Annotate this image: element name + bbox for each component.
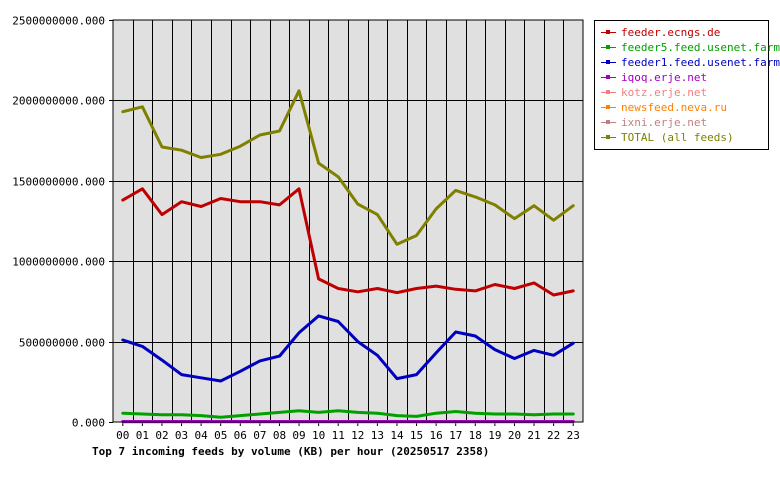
x-tick-label: 23 <box>567 429 580 442</box>
y-tick-label: 2000000000.000 <box>12 95 105 108</box>
legend-label: kotz.erje.net <box>621 86 708 99</box>
legend-marker <box>606 60 610 64</box>
x-tick-label: 17 <box>449 429 462 442</box>
y-axis-ticks: 0.000 500000000.000 1000000000.000 15000000… <box>12 15 113 430</box>
y-tick-label: 2500000000.000 <box>12 15 105 28</box>
y-tick-label: 0.000 <box>72 417 105 430</box>
legend-marker <box>606 90 610 94</box>
x-tick-label: 09 <box>292 429 305 442</box>
x-tick-label: 20 <box>508 429 521 442</box>
x-tick-label: 18 <box>469 429 482 442</box>
x-tick-label: 13 <box>371 429 384 442</box>
x-tick-label: 00 <box>116 429 129 442</box>
x-tick-label: 04 <box>195 429 209 442</box>
x-tick-label: 21 <box>527 429 540 442</box>
x-tick-label: 03 <box>175 429 188 442</box>
chart-title: Top 7 incoming feeds by volume (KB) per … <box>92 445 490 458</box>
x-tick-label: 01 <box>136 429 149 442</box>
y-tick-label: 1000000000.000 <box>12 256 105 269</box>
x-tick-label: 19 <box>488 429 501 442</box>
x-tick-label: 05 <box>214 429 227 442</box>
x-tick-label: 12 <box>351 429 364 442</box>
legend-label: TOTAL (all feeds) <box>621 131 734 144</box>
legend-label: feeder1.feed.usenet.farm <box>621 56 780 69</box>
x-tick-label: 10 <box>312 429 325 442</box>
legend-marker <box>606 105 610 109</box>
legend-label: feeder5.feed.usenet.farm <box>621 41 780 54</box>
x-tick-label: 08 <box>273 429 286 442</box>
legend-marker <box>606 135 610 139</box>
x-tick-label: 06 <box>234 429 247 442</box>
x-tick-label: 16 <box>430 429 443 442</box>
legend-marker <box>606 45 610 49</box>
legend-label: ixni.erje.net <box>621 116 708 129</box>
legend-label: feeder.ecngs.de <box>621 26 721 39</box>
x-tick-label: 22 <box>547 429 560 442</box>
x-axis-ticks: 00 01 02 03 04 05 06 07 08 09 10 11 12 13 14 15 16 17 18 19… <box>116 422 580 442</box>
series-line <box>121 314 575 383</box>
series-line <box>121 187 575 297</box>
legend-marker <box>606 120 610 124</box>
legend-label: iqoq.erje.net <box>621 71 708 84</box>
legend-marker <box>606 30 610 34</box>
series-line <box>121 89 575 246</box>
legend-marker <box>606 75 610 79</box>
y-tick-label: 1500000000.000 <box>12 176 105 189</box>
x-tick-label: 07 <box>253 429 266 442</box>
x-tick-label: 14 <box>390 429 404 442</box>
y-tick-label: 500000000.000 <box>19 337 105 350</box>
x-tick-label: 15 <box>410 429 423 442</box>
x-tick-label: 11 <box>332 429 345 442</box>
legend-label: newsfeed.neva.ru <box>621 101 727 114</box>
legend: feeder.ecngs.de feeder5.feed.usenet.farm f… <box>594 20 780 150</box>
x-tick-label: 02 <box>155 429 168 442</box>
series-line <box>121 409 575 419</box>
plot-border <box>112 19 584 423</box>
